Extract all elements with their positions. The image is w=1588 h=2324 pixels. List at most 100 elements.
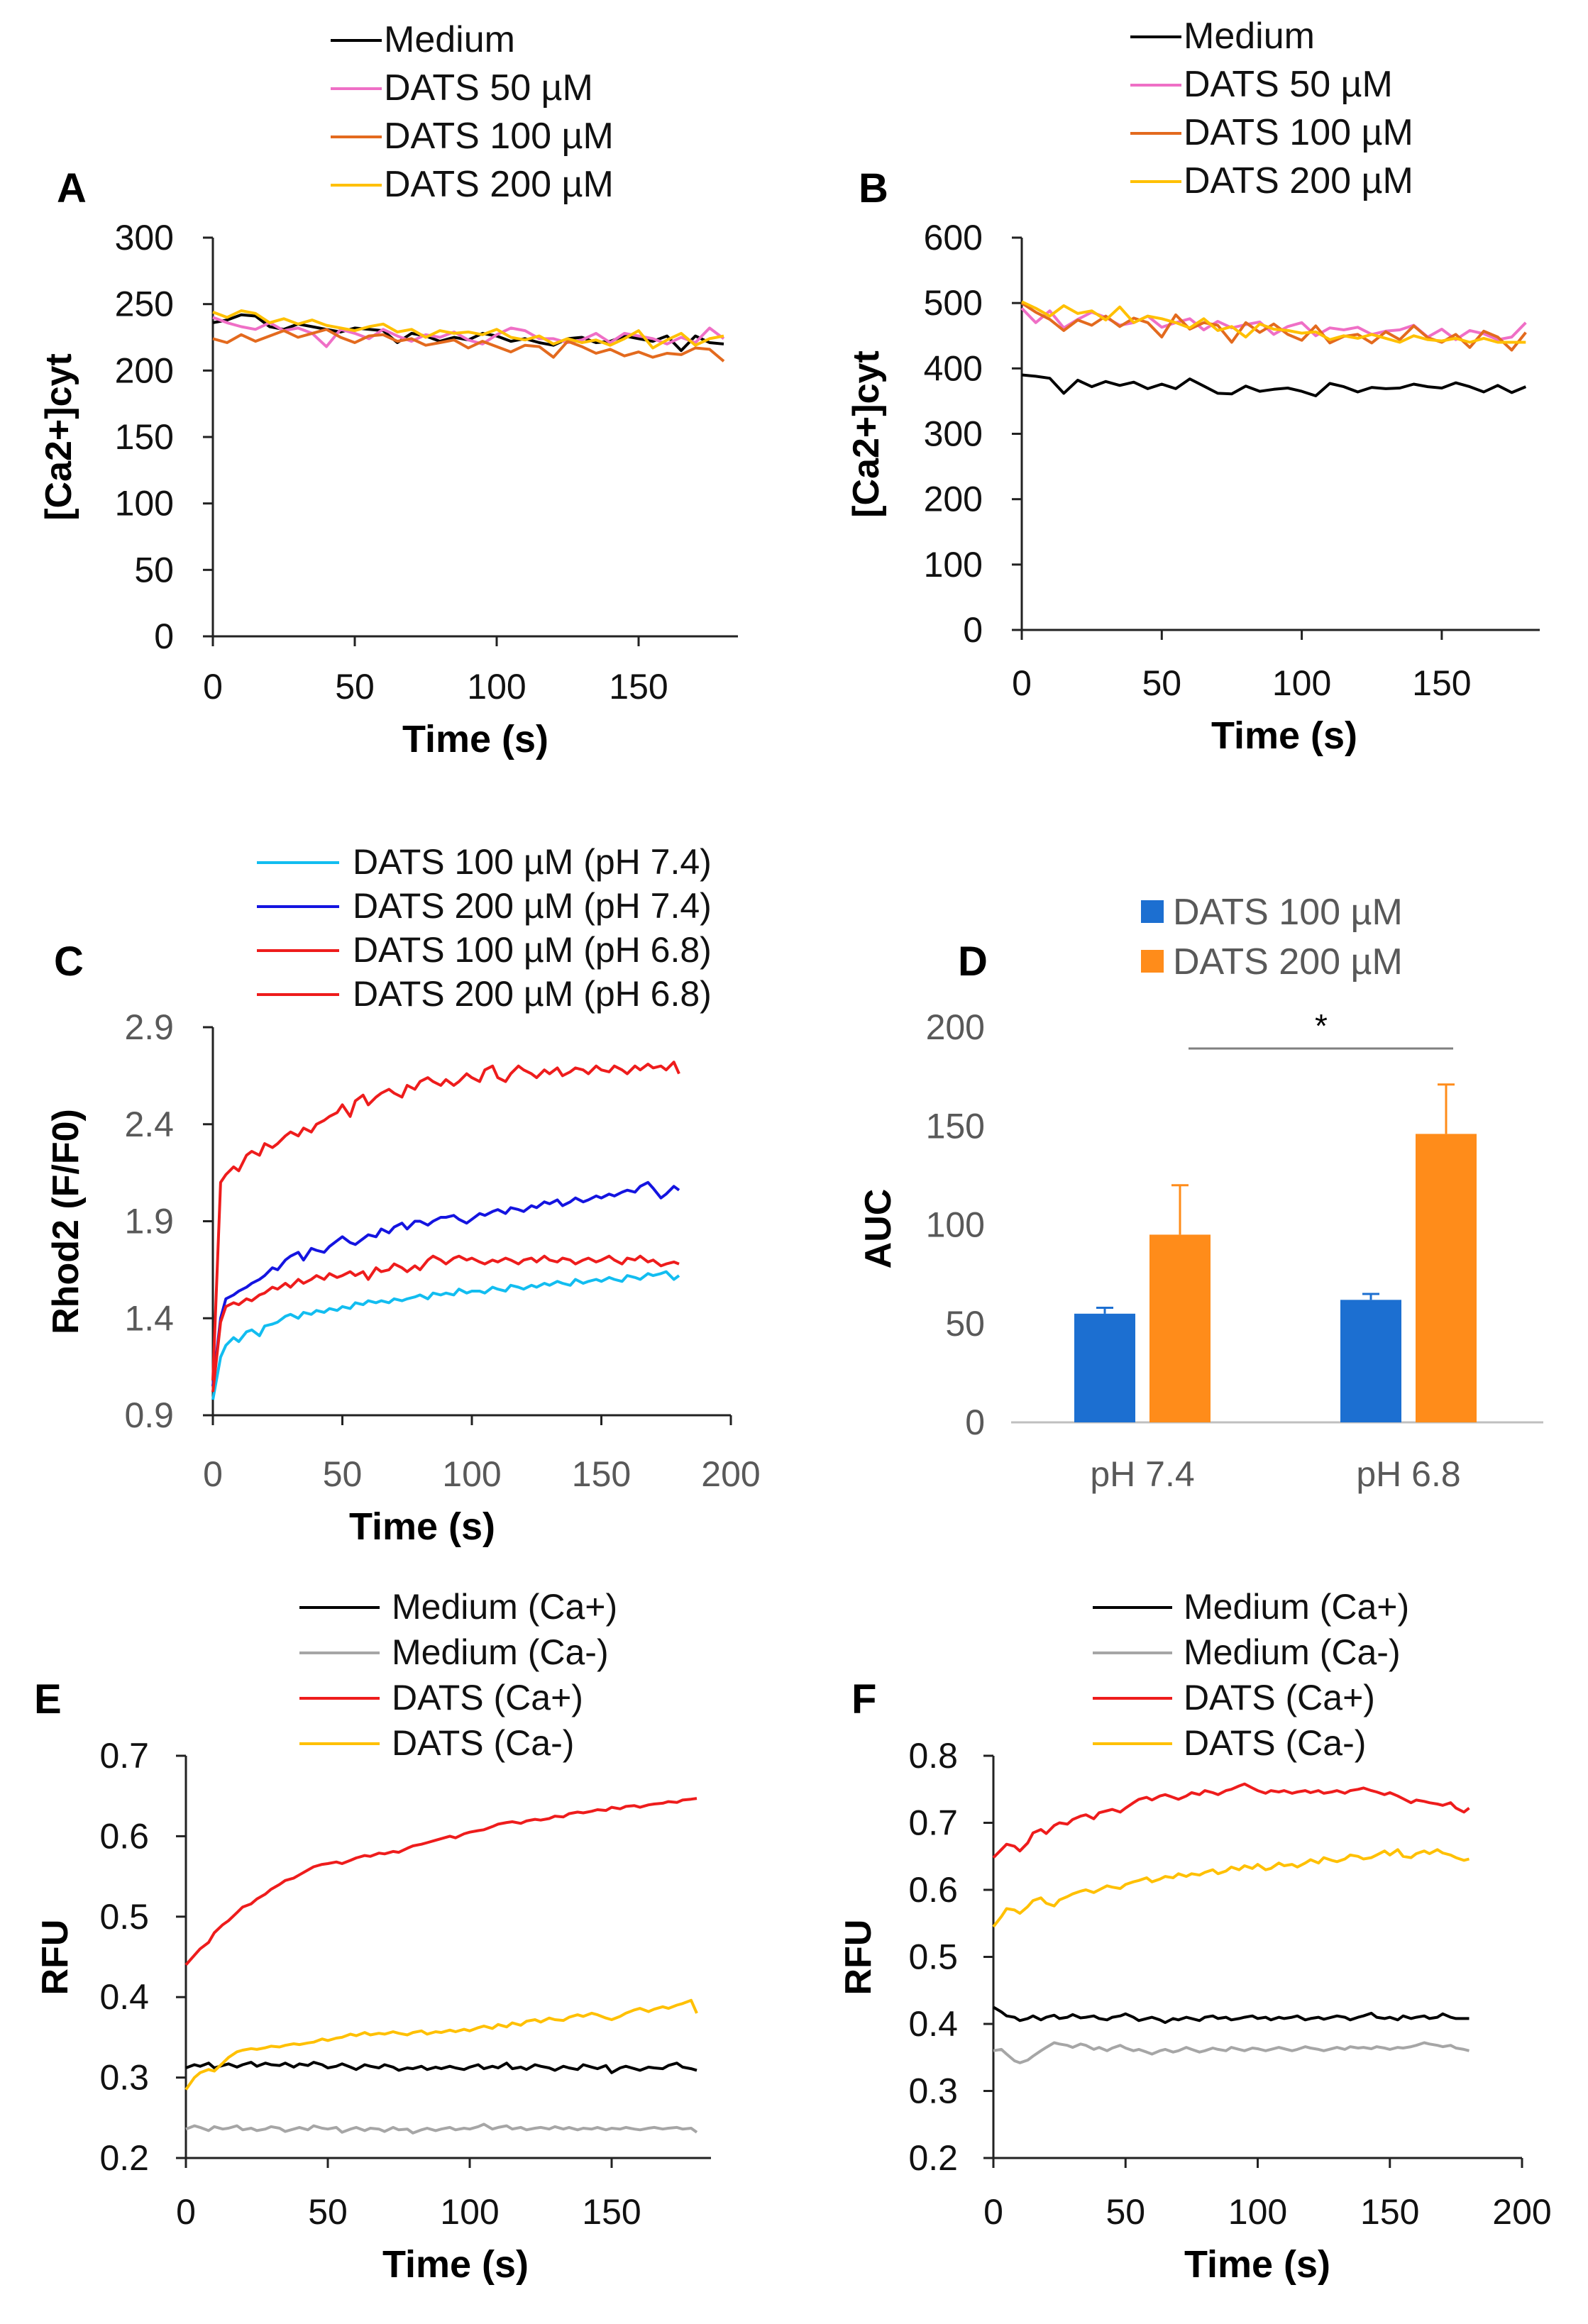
legend-label: Medium: [1184, 16, 1315, 57]
legend-label: Medium (Ca+): [392, 1587, 617, 1627]
legend-label: DATS (Ca+): [392, 1678, 583, 1717]
y-tick-label: 200: [115, 350, 174, 390]
bar-2: [1416, 1134, 1477, 1422]
legend-label: Medium (Ca-): [392, 1632, 609, 1672]
legend-label: Medium (Ca+): [1184, 1587, 1409, 1627]
y-tick-label: 0.2: [99, 2138, 149, 2178]
y-tick-label: 0.5: [908, 1937, 958, 1977]
y-axis-title: RFU: [838, 1920, 879, 1996]
y-tick-label: 200: [924, 480, 983, 519]
legend-label: Medium (Ca-): [1184, 1632, 1401, 1672]
y-tick-label: 300: [115, 218, 174, 258]
legend-label: DATS (Ca-): [392, 1723, 574, 1763]
x-tick-label: 150: [572, 1454, 631, 1494]
legend-label: DATS 200 µM: [384, 164, 614, 205]
panel-d: D 0 50 100 150 200 AUC pH 7.4 pH 6.8 * DATS 100 µ…: [858, 892, 1543, 1494]
x-tick-label: 150: [1412, 663, 1471, 703]
legend-swatch: [1141, 900, 1164, 923]
series-line-1: [185, 2061, 697, 2074]
x-tick-label: 100: [442, 1454, 501, 1494]
panel-label-c: C: [54, 939, 84, 985]
y-tick-label: 0: [965, 1402, 985, 1442]
y-tick-label: 50: [945, 1304, 985, 1344]
x-tick-label: 50: [335, 667, 375, 707]
y-tick-label: 200: [926, 1007, 985, 1047]
x-tick-label: 50: [1142, 663, 1181, 703]
legend-label: DATS (Ca+): [1184, 1678, 1375, 1717]
category-label: pH 6.8: [1356, 1454, 1460, 1494]
legend-label: DATS 100 µM (pH 6.8): [353, 930, 712, 970]
x-tick-label: 200: [1492, 2192, 1551, 2232]
panel-f: F 0.2 0.3 0.4 0.5 0.6 0.7 0.8 0 50 100 150 200 Time …: [838, 1587, 1552, 2286]
x-axis-title: Time (s): [349, 1505, 495, 1548]
y-axis-title: AUC: [858, 1189, 899, 1269]
x-tick-label: 50: [308, 2192, 348, 2232]
y-tick-label: 300: [924, 414, 983, 454]
bar-1: [1074, 1313, 1135, 1422]
series-line-4: [1021, 300, 1526, 344]
series-line-4: [212, 309, 724, 350]
x-axis-title: Time (s): [1184, 2243, 1330, 2286]
series-line-1: [992, 2005, 1470, 2025]
series-line-4: [184, 1998, 698, 2091]
y-axis-title: Rhod2 (F/F0): [45, 1109, 87, 1334]
y-axis-title: [Ca2+]cyt: [38, 353, 79, 521]
panel-label-a: A: [57, 165, 87, 211]
bar-2: [1149, 1234, 1211, 1422]
y-tick-label: 1.9: [124, 1202, 174, 1241]
y-tick-label: 1.4: [124, 1298, 174, 1338]
x-axis-title: Time (s): [402, 718, 548, 760]
x-tick-label: 0: [1012, 663, 1032, 703]
panel-label-e: E: [34, 1676, 62, 1722]
y-tick-label: 0.6: [99, 1816, 149, 1856]
legend-label: DATS 100 µM: [1173, 892, 1403, 933]
significance-star: *: [1315, 1007, 1328, 1044]
x-tick-label: 50: [1105, 2192, 1145, 2232]
panel-a: A 0 50 100 150 200 250 300 0 50 100 150 Time (s) [Ca…: [38, 19, 738, 760]
y-tick-label: 2.9: [124, 1007, 174, 1047]
y-tick-label: 0: [963, 610, 983, 650]
x-tick-label: 100: [467, 667, 526, 707]
y-tick-label: 500: [924, 283, 983, 323]
x-tick-label: 150: [1360, 2192, 1419, 2232]
panel-c: C 0.9 1.4 1.9 2.4 2.9 0 50 100 150 200 Time (s) Rho…: [45, 842, 761, 1548]
series-line-3: [184, 1797, 697, 1966]
legend-label: DATS 200 µM (pH 6.8): [353, 974, 712, 1014]
x-tick-label: 100: [1272, 663, 1331, 703]
series-line-2: [993, 2041, 1470, 2064]
x-tick-label: 150: [609, 667, 668, 707]
y-tick-label: 100: [115, 484, 174, 524]
panel-label-b: B: [859, 165, 888, 211]
y-tick-label: 600: [924, 218, 983, 258]
x-tick-label: 200: [701, 1454, 760, 1494]
series-line-4: [211, 1061, 680, 1380]
y-tick-label: 250: [115, 284, 174, 324]
series-line-1: [1021, 373, 1527, 397]
category-label: pH 7.4: [1090, 1454, 1194, 1494]
y-tick-label: 150: [115, 417, 174, 457]
panel-label-f: F: [851, 1676, 876, 1722]
panel-e: E 0.2 0.3 0.4 0.5 0.6 0.7 0 50 100 150 Time (s) RFU…: [34, 1587, 711, 2286]
legend-label: DATS 200 µM: [1173, 941, 1403, 983]
series-line-1: [211, 1270, 680, 1400]
y-tick-label: 50: [134, 550, 174, 590]
y-tick-label: 0.3: [99, 2058, 149, 2098]
y-tick-label: 0.7: [908, 1803, 958, 1843]
y-tick-label: 100: [926, 1205, 985, 1245]
series-line-3: [992, 1782, 1470, 1859]
series-line-3: [1020, 301, 1527, 352]
x-tick-label: 100: [440, 2192, 499, 2232]
y-tick-label: 0.5: [99, 1897, 149, 1937]
series-line-2: [212, 316, 725, 348]
x-tick-label: 150: [582, 2192, 641, 2232]
x-tick-label: 0: [203, 1454, 223, 1494]
y-tick-label: 0.4: [99, 1977, 149, 2017]
legend-label: DATS 200 µM (pH 7.4): [353, 886, 712, 926]
x-tick-label: 0: [983, 2192, 1003, 2232]
y-tick-label: 0.6: [908, 1870, 958, 1910]
legend-label: Medium: [384, 19, 515, 60]
panel-label-d: D: [958, 939, 988, 985]
y-tick-label: 100: [924, 545, 983, 585]
legend-label: DATS 100 µM (pH 7.4): [353, 842, 712, 882]
